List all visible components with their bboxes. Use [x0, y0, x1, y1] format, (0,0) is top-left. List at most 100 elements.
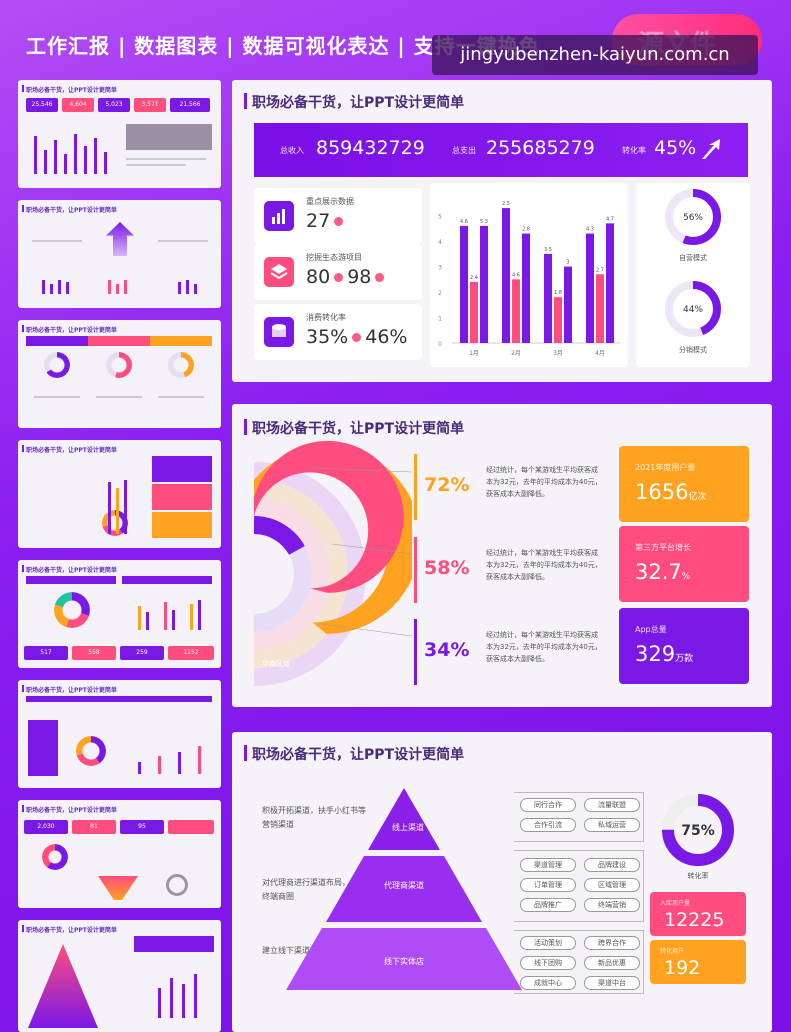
thumbnail-4[interactable]: 职场必备干货，让PPT设计更简单	[18, 440, 221, 548]
channel-tag: 终端营销	[584, 898, 640, 912]
thumb-title: 职场必备干货，让PPT设计更简单	[22, 85, 117, 94]
thumb-stat: 558	[72, 646, 116, 660]
slide-pyramid: 职场必备干货，让PPT设计更简单 积极开拓渠道，扶手小红书等营销渠道 对代理商进…	[232, 732, 772, 1032]
thumb-line	[32, 240, 82, 242]
metric-label: 重点展示数据	[306, 197, 354, 206]
bar-value-label: 4.6	[460, 219, 468, 225]
conversion-donut: 75% 转化率	[662, 794, 734, 880]
progress-row: 34% 经过统计，每个某游戏生平均获客成本为32元，去年的平均成本为40元，获客…	[414, 619, 604, 689]
bar	[512, 279, 520, 343]
pyramid-middle	[326, 856, 482, 922]
channel-tag: 新品优惠	[584, 956, 640, 970]
panel-title: 职场必备干货，让PPT设计更简单	[243, 92, 464, 112]
stat-label: 第三方平台增长	[635, 543, 691, 552]
thumbnail-1[interactable]: 职场必备干货，让PPT设计更简单 25,546 4,604 5,023 3,57…	[18, 80, 221, 188]
thumbnail-3[interactable]: 职场必备干货，让PPT设计更简单	[18, 320, 221, 428]
thumb-bar	[186, 280, 189, 294]
thumbnail-8[interactable]: 职场必备干货，让PPT设计更简单	[18, 920, 221, 1032]
kpi-label: 总收入	[280, 146, 304, 155]
thumb-bar	[172, 610, 175, 630]
thumb-strip	[26, 336, 88, 346]
leader-line	[321, 623, 412, 637]
kpi-label: 总支出	[452, 146, 476, 155]
thumb-title: 职场必备干货，让PPT设计更简单	[22, 205, 117, 214]
thumb-bar	[138, 606, 141, 630]
leader-line	[311, 467, 412, 473]
watermark: jingyubenzhen-kaiyun.com.cn	[432, 35, 758, 75]
thumb-line	[158, 240, 208, 242]
thumb-strip	[88, 336, 150, 346]
channel-tag: 区域管理	[584, 878, 640, 892]
bar-chart-card: 0 1 2 3 4 5 4.6 2.4 5.3 1月 2.5 4.6 2.8 2月 3.5 1.8 3 3月 4.3…	[430, 183, 628, 367]
thumb-line	[34, 396, 80, 398]
thumb-bar	[108, 280, 111, 294]
thumb-stat: 81	[72, 820, 116, 834]
donut-pct: 44%	[683, 305, 703, 315]
thumb-bar	[42, 280, 45, 294]
y-tick-label: 0	[438, 341, 442, 348]
row-text: 经过统计，每个某游戏生平均获客成本为32元，去年的平均成本为40元，获客成本大副…	[486, 549, 602, 581]
thumb-donut	[168, 352, 194, 378]
bar	[586, 233, 594, 343]
stat-value: 32.7%	[635, 560, 691, 584]
kpi-banner: 总收入 859432729 总支出 255685279 转化率 45%	[254, 123, 748, 177]
channel-tag: 线下团购	[520, 956, 576, 970]
tag-group	[514, 850, 644, 922]
thumb-title: 职场必备干货，让PPT设计更简单	[22, 445, 117, 454]
slide-progress: 职场必备干货，让PPT设计更简单 华南区域 72% 经过统计，每个某游戏生平均获…	[232, 404, 772, 707]
channel-tag: 渠道中台	[584, 976, 640, 990]
metric-label: 消费转化率	[306, 313, 346, 322]
bar-value-label: 2.7	[596, 267, 604, 273]
layers-icon	[264, 257, 294, 287]
channel-tag: 活动策划	[520, 936, 576, 950]
stat-label: 转化用户	[660, 948, 685, 955]
donut-arc	[665, 189, 721, 245]
thumb-pyramid	[28, 944, 98, 1028]
chart-icon	[264, 201, 294, 231]
channel-tag: 私域运营	[584, 818, 640, 832]
channel-note: 积极开拓渠道，扶手小红书等营销渠道	[262, 806, 366, 829]
thumb-bar	[170, 978, 173, 1018]
metric-card: 重点展示数据 27	[254, 188, 422, 244]
thumb-bar	[178, 282, 181, 294]
bar	[460, 225, 468, 343]
thumb-bar	[54, 140, 57, 174]
thumb-bar	[198, 746, 201, 774]
stat-label: 2021年度用户量	[635, 463, 696, 472]
thumb-card	[28, 720, 58, 776]
tag-group	[514, 792, 644, 842]
metric-card: 挖掘生态游项目 80 98	[254, 244, 422, 300]
y-tick-label: 3	[438, 265, 442, 272]
ring-arc	[254, 516, 305, 555]
bar	[544, 253, 552, 343]
thumbnail-6[interactable]: 职场必备干货，让PPT设计更简单	[18, 680, 221, 788]
thumb-bar	[34, 136, 37, 174]
bar	[480, 225, 488, 343]
channel-note: 对代理商进行渠道布局，提升终端商圈	[262, 878, 366, 901]
thumb-bar	[66, 282, 69, 294]
slide-dashboard: 职场必备干货，让PPT设计更简单 总收入 859432729 总支出 25568…	[232, 80, 772, 382]
bar-value-label: 4.7	[606, 216, 614, 222]
thumb-bar	[124, 280, 127, 294]
thumbnail-7[interactable]: 职场必备干货，让PPT设计更简单 2,030 81 95	[18, 800, 221, 908]
thumb-photo	[126, 124, 212, 150]
thumb-bar	[104, 152, 107, 174]
thumb-title: 职场必备干货，让PPT设计更简单	[22, 805, 117, 814]
thumbnail-2[interactable]: 职场必备干货，让PPT设计更简单	[18, 200, 221, 308]
thumbnail-5[interactable]: 职场必备干货，让PPT设计更简单 517 558 259 1152	[18, 560, 221, 668]
stat-value: 192	[664, 957, 701, 979]
thumb-bar	[74, 134, 77, 174]
metric-value: 27	[306, 210, 347, 232]
pyramid-top	[368, 788, 440, 850]
thumb-bar	[178, 752, 181, 774]
bar-value-label: 3	[566, 260, 569, 266]
thumb-line	[96, 396, 142, 398]
thumb-strip	[134, 936, 214, 952]
donut-arc	[665, 281, 721, 337]
ring-track	[254, 498, 330, 650]
row-percent: 72%	[424, 474, 470, 496]
stat-value: 329万款	[635, 642, 694, 666]
channel-tag: 合作引流	[520, 818, 576, 832]
bar-value-label: 2.5	[502, 201, 510, 207]
pyramid-label-top: 线上渠道	[392, 823, 424, 832]
